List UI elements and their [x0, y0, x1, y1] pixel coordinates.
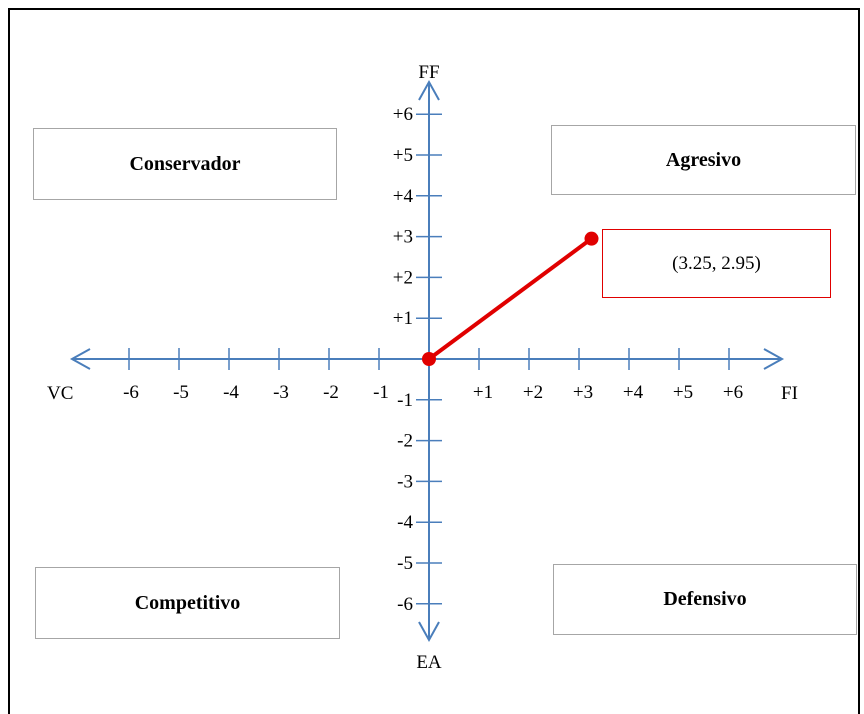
y-tick-label: +4	[393, 186, 414, 207]
arrow-up-icon	[418, 79, 440, 101]
y-tick-label: +2	[393, 267, 413, 288]
quadrant-agresivo: Agresivo	[551, 125, 856, 195]
x-tick-label: +3	[573, 382, 593, 403]
position-point	[584, 231, 599, 246]
x-tick-label: +1	[473, 382, 493, 403]
y-tick-label: -3	[397, 471, 413, 492]
x-tick-label: +4	[623, 382, 644, 403]
x-tick-label: -1	[373, 382, 389, 403]
y-tick-label: +5	[393, 145, 413, 166]
point-label-box: (3.25, 2.95)	[602, 229, 831, 298]
y-tick-label: +6	[393, 104, 413, 125]
diagram-frame	[8, 8, 860, 714]
x-tick-label: -2	[323, 382, 339, 403]
y-tick-label: -6	[397, 594, 413, 615]
quadrant-conservador: Conservador	[33, 128, 337, 200]
x-tick-label: +6	[723, 382, 743, 403]
axis-label-ff: FF	[418, 62, 439, 83]
arrow-right-icon	[763, 348, 785, 370]
x-tick-label: -3	[273, 382, 289, 403]
quadrant-competitivo: Competitivo	[35, 567, 340, 639]
position-vector	[422, 231, 599, 366]
arrow-left-icon	[69, 348, 91, 370]
x-tick-label: -4	[223, 382, 239, 403]
tick-labels: +1 +2 +3 +4 +5 +6 -6 -5 -4 -3 -2 -1 +1 +2 +3 +4 +5 +6 -1 -2…	[47, 62, 798, 673]
quadrant-defensivo: Defensivo	[553, 564, 857, 635]
y-tick-label: -1	[397, 390, 413, 411]
y-tick-label: +1	[393, 308, 413, 329]
arrow-down-icon	[418, 621, 440, 643]
x-tick-label: +2	[523, 382, 543, 403]
x-tick-label: +5	[673, 382, 693, 403]
y-tick-label: -5	[397, 553, 413, 574]
x-tick-label: -6	[123, 382, 139, 403]
vector-line	[427, 237, 593, 361]
y-tick-label: +3	[393, 227, 413, 248]
axis-label-ea: EA	[416, 652, 442, 673]
y-tick-label: -2	[397, 431, 413, 452]
x-tick-label: -5	[173, 382, 189, 403]
axis-label-fi: FI	[781, 383, 798, 404]
axis-label-vc: VC	[47, 383, 73, 404]
origin-point	[422, 352, 436, 366]
y-tick-label: -4	[397, 512, 413, 533]
